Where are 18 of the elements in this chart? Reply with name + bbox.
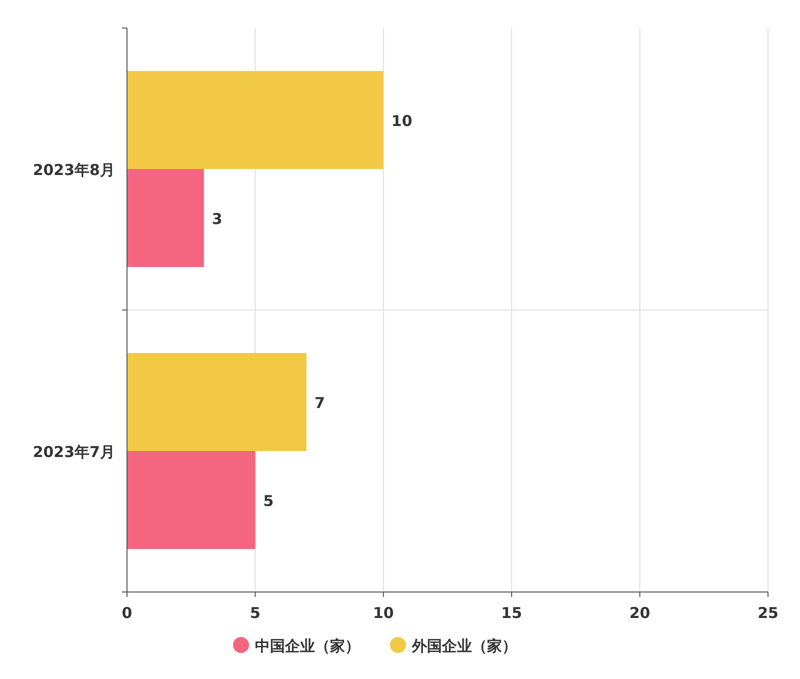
legend-label: 中国企业（家） bbox=[255, 637, 360, 655]
x-tick-label: 25 bbox=[758, 604, 778, 622]
y-tick-label: 2023年8月 bbox=[32, 161, 115, 179]
data-label: 7 bbox=[314, 394, 325, 412]
x-tick-label: 10 bbox=[372, 604, 394, 622]
data-label: 3 bbox=[212, 210, 222, 228]
bar bbox=[127, 451, 256, 549]
bar bbox=[127, 71, 384, 169]
x-tick-label: 20 bbox=[629, 604, 650, 622]
x-tick-label: 15 bbox=[501, 604, 522, 622]
x-tick-label: 5 bbox=[250, 604, 260, 622]
legend-label: 外国企业（家） bbox=[411, 637, 517, 655]
bar bbox=[127, 353, 306, 451]
data-label: 10 bbox=[391, 112, 412, 130]
x-tick-label: 0 bbox=[122, 604, 132, 622]
y-tick-label: 2023年7月 bbox=[32, 443, 115, 461]
bar bbox=[127, 169, 204, 267]
data-label: 5 bbox=[263, 492, 274, 510]
